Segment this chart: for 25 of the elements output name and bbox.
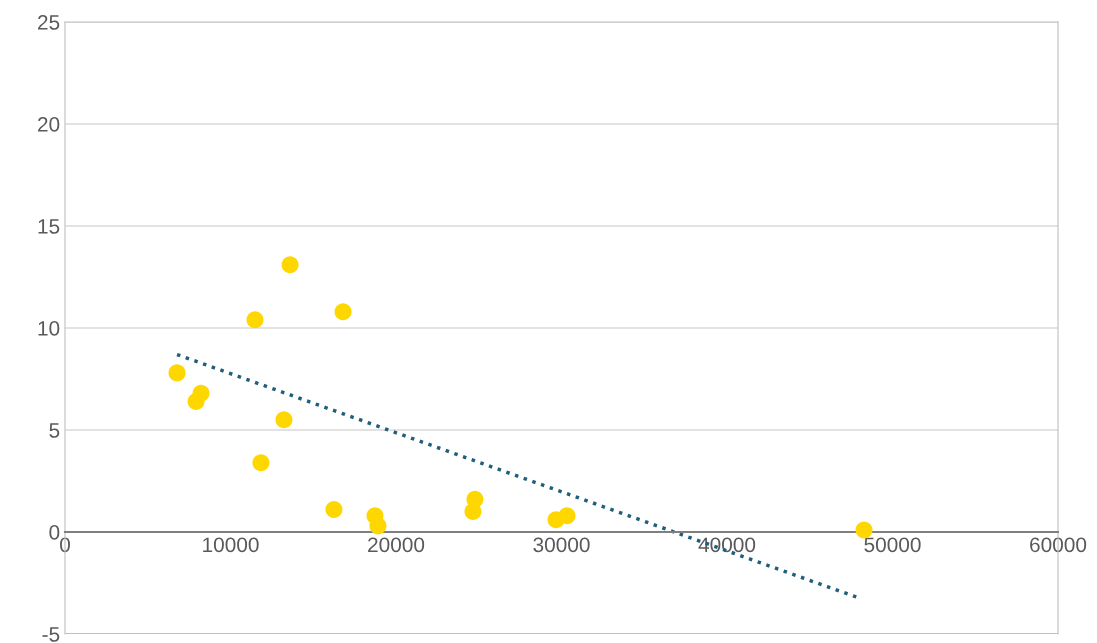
point <box>192 384 210 402</box>
point <box>369 517 387 535</box>
point <box>325 501 343 519</box>
y-tick-label: -5 <box>42 627 60 642</box>
point <box>855 521 873 539</box>
y-tick-label: 0 <box>49 525 60 540</box>
x-tick-label: 0 <box>60 537 70 553</box>
y-tick-label: 25 <box>38 15 60 30</box>
y-tick-label: 20 <box>38 117 60 132</box>
point <box>466 490 484 508</box>
x-tick-label: 30000 <box>533 537 590 553</box>
point <box>246 311 264 329</box>
point <box>558 507 576 525</box>
point <box>334 303 352 321</box>
point <box>275 411 293 429</box>
x-tick-label: 60000 <box>1030 537 1087 553</box>
y-tick-label: 5 <box>49 423 60 438</box>
point <box>252 454 270 472</box>
y-tick-label: 10 <box>38 321 60 336</box>
x-tick-label: 50000 <box>864 537 921 553</box>
x-tick-label: 10000 <box>203 537 259 553</box>
point <box>168 364 186 382</box>
point <box>281 256 299 274</box>
x-tick-label: 20000 <box>368 537 425 553</box>
y-tick-label: 15 <box>38 219 60 234</box>
